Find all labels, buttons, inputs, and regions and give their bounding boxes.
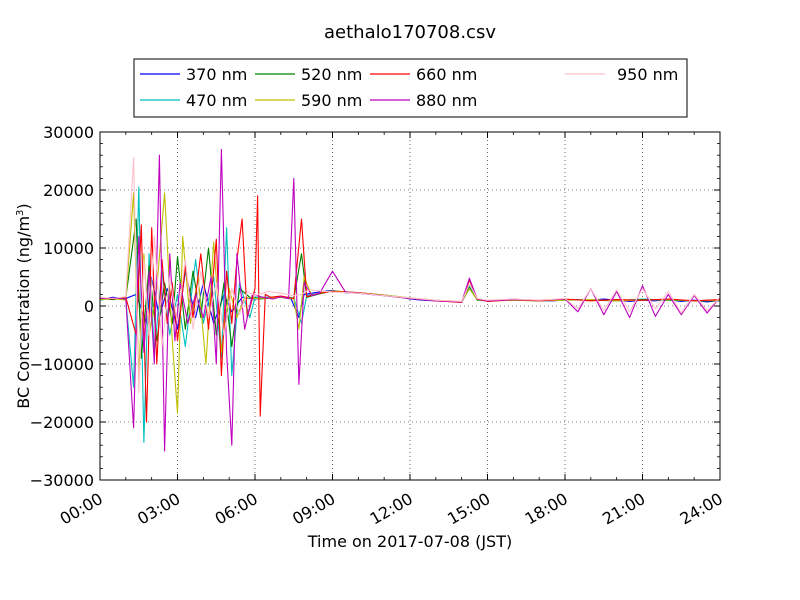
series-line-950-nm — [100, 157, 720, 394]
y-tick-label: −10000 — [30, 355, 94, 374]
legend-label: 660 nm — [416, 65, 477, 84]
x-tick-label: 03:00 — [134, 489, 183, 529]
x-axis-label: Time on 2017-07-08 (JST) — [307, 532, 512, 551]
x-tick-label: 09:00 — [289, 489, 338, 529]
y-tick-label: 0 — [84, 297, 94, 316]
x-tick-label: 24:00 — [677, 489, 726, 529]
y-axis: 30000 20000 10000 0 −10000 −20000 −30000 — [30, 123, 720, 490]
y-tick-label: 20000 — [43, 181, 94, 200]
y-tick-label: −20000 — [30, 413, 94, 432]
legend-label: 590 nm — [301, 91, 362, 110]
y-axis-label: BC Concentration (ng/m3) — [14, 203, 33, 408]
x-tick-label: 12:00 — [367, 489, 416, 529]
y-tick-label: 10000 — [43, 239, 94, 258]
x-axis: 00:00 03:00 06:00 09:00 12:00 15:00 18:00 21:00… — [57, 132, 726, 529]
legend-label: 950 nm — [617, 65, 678, 84]
y-tick-label: −30000 — [30, 471, 94, 490]
x-tick-label: 06:00 — [212, 489, 261, 529]
legend-label: 370 nm — [186, 65, 247, 84]
x-tick-label: 18:00 — [522, 489, 571, 529]
legend-label: 470 nm — [186, 91, 247, 110]
legend-label: 880 nm — [416, 91, 477, 110]
series-line-880-nm — [100, 148, 720, 452]
y-axis-label-superscript: 3 — [15, 210, 26, 216]
y-axis-label-main: BC Concentration (ng/m — [14, 216, 33, 409]
legend-label: 520 nm — [301, 65, 362, 84]
legend-box — [133, 58, 688, 118]
x-tick-label: 15:00 — [444, 489, 493, 529]
chart-title: aethalo170708.csv — [324, 22, 496, 43]
x-tick-label: 21:00 — [599, 489, 648, 529]
y-tick-label: 30000 — [43, 123, 94, 142]
x-tick-label: 00:00 — [57, 489, 106, 529]
series-lines — [100, 148, 720, 452]
y-axis-label-close: ) — [14, 203, 33, 209]
legend: 370 nm 470 nm 520 nm 590 nm 660 nm 880 nm 950 … — [133, 58, 688, 118]
